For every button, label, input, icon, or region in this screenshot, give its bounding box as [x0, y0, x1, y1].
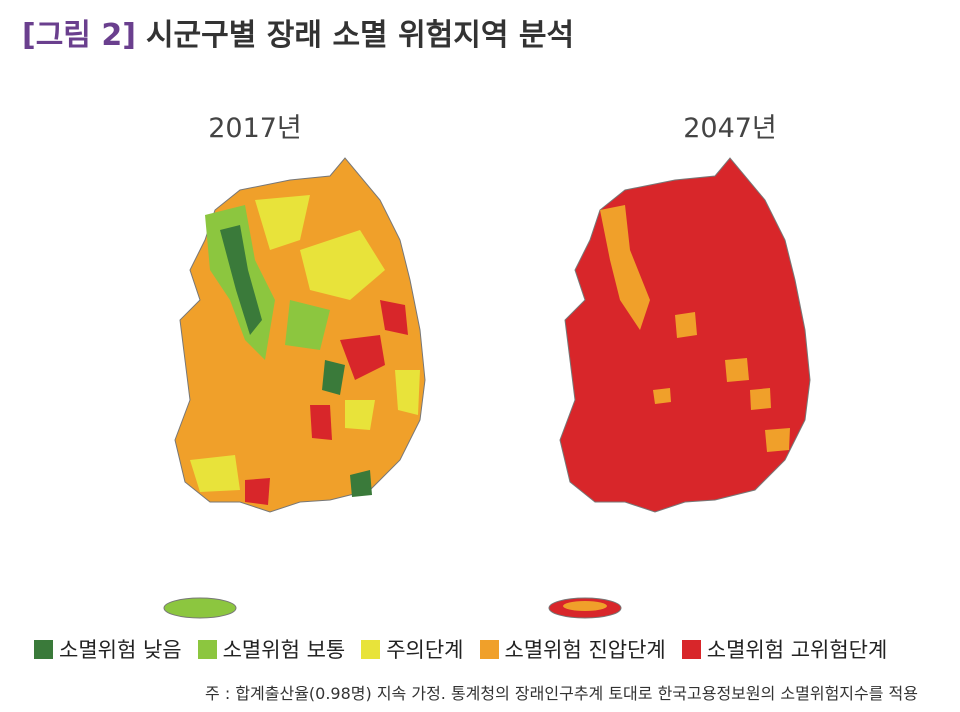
map-2017 [163, 157, 426, 619]
map-region [255, 195, 310, 250]
map-region [765, 428, 790, 452]
map-region [350, 470, 372, 497]
legend-label: 주의단계 [386, 638, 464, 662]
header: [그림 2] 시군구별 장래 소멸 위험지역 분석 [22, 10, 574, 54]
legend-swatch [479, 639, 499, 659]
legend-swatch [34, 639, 53, 659]
legend-label: 소멸위험 진압단계 [504, 638, 666, 662]
legend-label: 소멸위험 고위험단계 [706, 638, 888, 662]
map-region [245, 478, 270, 505]
title: 시군구별 장래 소멸 위험지역 분석 [145, 18, 575, 53]
map-region [322, 360, 345, 395]
map-region [285, 300, 330, 350]
map-year: 2017년 [208, 113, 302, 144]
map-region [163, 597, 237, 619]
legend-item: 소멸위험 보통 [197, 634, 346, 664]
legend-item: 소멸위험 낮음 [34, 634, 182, 664]
figure-label: [그림 2] [22, 18, 136, 53]
map-region [310, 405, 332, 440]
map-2047 [548, 157, 811, 619]
legend-label: 소멸위험 낮음 [59, 638, 182, 662]
legend-swatch [361, 639, 381, 659]
map-region [725, 358, 749, 382]
map-region [395, 370, 420, 415]
legend-item: 소멸위험 고위험단계 [681, 634, 888, 664]
legend-swatch [681, 639, 701, 659]
map-region [750, 388, 771, 410]
legend-label: 소멸위험 보통 [222, 638, 346, 662]
map-region [345, 400, 375, 430]
map-region [340, 335, 385, 380]
map-region [563, 601, 607, 611]
legend-item: 소멸위험 진압단계 [479, 634, 666, 664]
legend: 소멸위험 낮음 소멸위험 보통 주의단계 소멸위험 진압단계 소멸위험 고위험단계 [34, 634, 887, 664]
map-region [380, 300, 408, 335]
map-year: 2047년 [683, 113, 777, 144]
map-region [653, 388, 671, 404]
legend-item: 주의단계 [361, 634, 464, 664]
legend-swatch [197, 639, 217, 659]
map-region [220, 225, 262, 335]
map-region [675, 312, 697, 338]
map-region [600, 205, 650, 330]
map-region [190, 455, 240, 492]
map-region [300, 230, 385, 300]
note: 주 : 합계출산율(0.98명) 지속 가정. 통계청의 장래인구추계 토대로 … [205, 684, 918, 703]
